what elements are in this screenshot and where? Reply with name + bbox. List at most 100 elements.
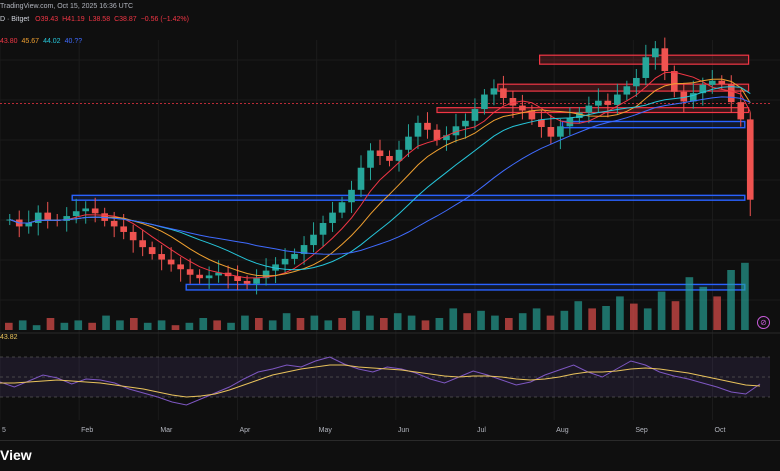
volume-bar bbox=[282, 313, 291, 330]
support-zone bbox=[71, 194, 746, 201]
candle-body bbox=[110, 220, 118, 227]
candle-body bbox=[424, 122, 431, 130]
candle-body bbox=[414, 122, 422, 137]
x-axis-label: Aug bbox=[556, 427, 569, 434]
x-axis-label: 5 bbox=[2, 427, 6, 434]
volume-bar bbox=[393, 313, 402, 330]
ohlc-value-1: H41.19 bbox=[62, 16, 85, 23]
candle-body bbox=[395, 149, 403, 161]
volume-bar bbox=[630, 303, 638, 330]
volume-bar bbox=[435, 318, 444, 330]
volume-bar bbox=[185, 322, 194, 330]
volume-bar bbox=[60, 322, 69, 330]
volume-bar bbox=[602, 306, 610, 330]
symbol-label[interactable]: D · Bitget bbox=[0, 16, 30, 23]
volume-bar bbox=[699, 286, 708, 330]
candle-body bbox=[661, 48, 669, 72]
rsi-line bbox=[0, 356, 761, 406]
candle-body bbox=[509, 98, 517, 106]
candle-body bbox=[566, 118, 574, 127]
candle-body bbox=[91, 208, 99, 214]
volume-bar bbox=[143, 322, 152, 330]
candle-body bbox=[481, 94, 488, 110]
candle-body bbox=[367, 150, 374, 168]
candle-body bbox=[680, 91, 688, 102]
volume-bar bbox=[463, 313, 471, 330]
volume-bar bbox=[532, 308, 541, 330]
candle-body bbox=[604, 100, 612, 105]
candle-body bbox=[746, 119, 754, 200]
tradingview-brand: View bbox=[0, 447, 32, 463]
volume-bar bbox=[296, 318, 305, 330]
chart-header: TradingView.com, Oct 15, 2025 16:36 UTC … bbox=[0, 0, 780, 45]
volume-bar bbox=[5, 322, 13, 330]
candle-body bbox=[433, 129, 441, 141]
candle-body bbox=[376, 150, 384, 156]
candle-body bbox=[215, 272, 222, 276]
candle-body bbox=[329, 212, 336, 223]
volume-bar bbox=[491, 315, 499, 330]
ohlc-line: D · Bitget O39.43 H41.19 L38.58 C38.87 −0.56… bbox=[0, 16, 193, 23]
candle-body bbox=[405, 136, 412, 150]
rsi-value: 43.82 bbox=[0, 334, 18, 341]
x-axis-label: Sep bbox=[635, 427, 648, 434]
candle-body bbox=[452, 126, 460, 136]
candle-body bbox=[462, 120, 469, 127]
volume-bar bbox=[616, 296, 624, 330]
volume-bar bbox=[671, 301, 680, 330]
volume-bar bbox=[505, 318, 513, 330]
x-axis-label: Apr bbox=[240, 427, 252, 434]
candle-body bbox=[338, 202, 346, 213]
volume-bar bbox=[657, 291, 666, 330]
ma-values: 43.80 45.67 44.02 40.?? bbox=[0, 38, 86, 45]
ohlc-value-4: −0.56 (−1.42%) bbox=[140, 16, 189, 23]
candle-body bbox=[310, 234, 317, 246]
candle-body bbox=[547, 127, 555, 137]
x-axis-label: Jul bbox=[477, 427, 486, 434]
header-source: TradingView.com, Oct 15, 2025 16:36 UTC bbox=[0, 3, 134, 10]
rsi-ma-line bbox=[0, 364, 761, 398]
volume-bar bbox=[74, 320, 83, 330]
candle-body bbox=[651, 48, 659, 58]
volume-bar bbox=[366, 315, 374, 330]
candle-body bbox=[82, 208, 90, 212]
candle-body bbox=[642, 57, 650, 78]
volume-bar bbox=[241, 315, 249, 330]
volume-bar bbox=[268, 320, 277, 330]
candle-body bbox=[300, 245, 308, 255]
candle-body bbox=[633, 77, 640, 87]
volume-bar bbox=[588, 308, 596, 330]
candle-body bbox=[386, 156, 393, 161]
candle-body bbox=[538, 119, 545, 127]
volume-bar bbox=[560, 310, 569, 330]
volume-bar bbox=[421, 320, 430, 330]
candle-body bbox=[139, 240, 146, 248]
candle-body bbox=[528, 110, 536, 120]
candle-body bbox=[443, 135, 450, 141]
candle-body bbox=[253, 278, 260, 284]
volume-bar bbox=[338, 318, 346, 330]
candle-body bbox=[500, 88, 507, 98]
volume-bar bbox=[449, 308, 458, 330]
candle-body bbox=[158, 254, 165, 260]
volume-bar bbox=[227, 322, 235, 330]
candle-body bbox=[737, 102, 745, 120]
candle-body bbox=[490, 88, 498, 95]
crosshair-icon[interactable]: ⊘ bbox=[757, 316, 770, 329]
volume-bar bbox=[518, 313, 527, 330]
candle-body bbox=[727, 84, 735, 103]
ohlc-value-0: O39.43 bbox=[35, 16, 59, 23]
support-zone bbox=[185, 283, 746, 291]
footer-bar: View bbox=[0, 440, 780, 471]
candle-body bbox=[186, 269, 194, 275]
ohlc-value-2: L38.58 bbox=[88, 16, 111, 23]
candle-body bbox=[585, 105, 593, 113]
candle-body bbox=[129, 231, 137, 241]
candle-body bbox=[699, 84, 707, 94]
x-axis-label: May bbox=[319, 427, 333, 434]
volume-bar bbox=[713, 296, 721, 330]
candle-body bbox=[471, 109, 479, 121]
ma-value-3: 40.?? bbox=[64, 38, 83, 45]
volume-bar bbox=[380, 318, 388, 330]
